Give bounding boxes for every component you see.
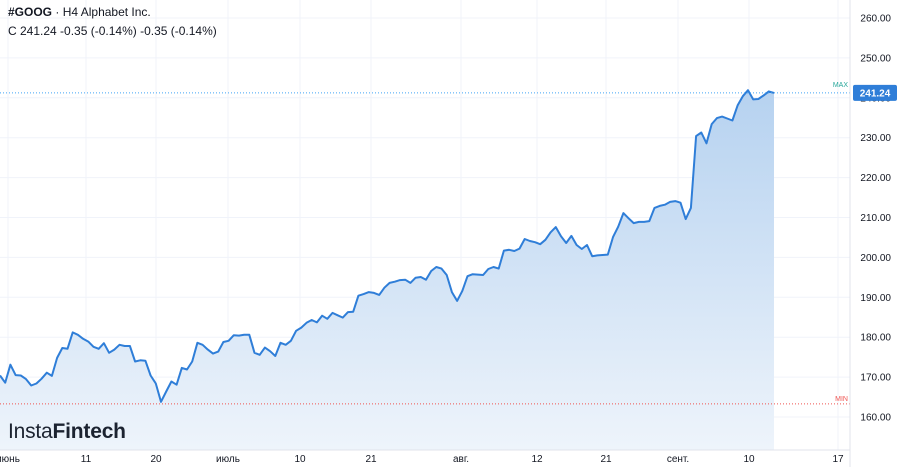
x-tick-label: июнь: [0, 454, 20, 465]
y-tick-label: 220.00: [860, 173, 891, 184]
ohlc-legend: C 241.24 -0.35 (-0.14%) -0.35 (-0.14%): [8, 24, 217, 38]
x-axis: июнь 11 20 июль 10 21 авг. 12 21 сент. 10 17: [0, 449, 850, 465]
x-tick-label: 10: [743, 454, 755, 465]
x-tick-label: авг.: [453, 454, 469, 465]
y-tick-label: 250.00: [860, 53, 891, 64]
last-price-tag: [853, 84, 897, 101]
x-tick-label: июль: [216, 454, 240, 465]
instrument-name: Alphabet Inc.: [80, 5, 151, 19]
y-axis: 160.00 170.00 180.00 190.00 200.00 210.00 220.…: [849, 0, 897, 467]
price-line-series: [0, 89, 775, 403]
y-tick-label: 190.00: [860, 293, 891, 304]
x-tick-label: 17: [832, 454, 844, 465]
level-lines: MAX MIN: [0, 82, 850, 405]
area-fill-path: [0, 90, 774, 450]
x-tick-label: 10: [294, 454, 306, 465]
y-tick-label: 200.00: [860, 253, 891, 264]
symbol-header: #GOOG · H4 Alphabet Inc.: [8, 5, 151, 19]
max-label: MAX: [833, 82, 849, 89]
y-tick-label: 210.00: [860, 213, 891, 224]
separator: ·: [55, 5, 60, 19]
last-price-label: 241.24: [860, 88, 891, 99]
x-tick-label: 20: [150, 454, 162, 465]
x-tick-label: 21: [365, 454, 377, 465]
x-tick-label: сент.: [667, 454, 689, 465]
min-label: MIN: [835, 396, 848, 403]
y-tick-label: 180.00: [860, 333, 891, 344]
y-tick-label: 160.00: [860, 413, 891, 424]
x-tick-label: 21: [600, 454, 612, 465]
y-tick-label: 170.00: [860, 373, 891, 384]
x-tick-label: 12: [531, 454, 543, 465]
instafintech-logo: InstaFintech: [8, 420, 126, 443]
timeframe: H4: [62, 5, 79, 19]
y-tick-label: 230.00: [860, 133, 891, 144]
area-fill: [0, 90, 774, 450]
y-tick-label: 260.00: [860, 14, 891, 25]
price-line: [0, 89, 775, 403]
symbol: #GOOG: [8, 5, 53, 19]
x-tick-label: 11: [81, 454, 92, 465]
